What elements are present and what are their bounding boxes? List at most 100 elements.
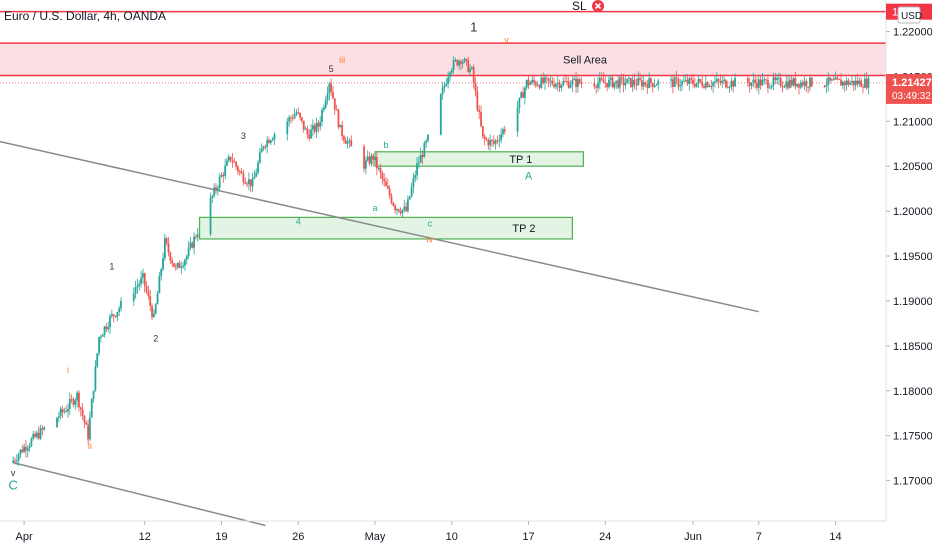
candle-body: [549, 80, 552, 82]
current-price-badge: [886, 73, 932, 104]
wave-label: b: [383, 140, 388, 150]
candle-body: [491, 139, 493, 141]
candle-body: [730, 80, 733, 87]
candle-body: [324, 100, 327, 108]
candle-body: [118, 308, 121, 313]
candle-body: [787, 81, 789, 88]
candle-body: [606, 83, 609, 88]
candle-body: [443, 85, 446, 88]
candle-body: [425, 140, 428, 144]
candle-body: [765, 79, 768, 81]
time-tick-label: 10: [446, 531, 458, 543]
candle-body: [533, 79, 535, 83]
candle-body: [708, 85, 711, 87]
candle-body: [653, 85, 656, 87]
time-tick-label: 24: [599, 531, 611, 543]
candle-body: [227, 156, 230, 161]
candle-body: [527, 79, 530, 85]
candle-body: [184, 259, 186, 266]
candle-body: [87, 424, 89, 440]
candle-body: [867, 78, 870, 88]
candle-body: [679, 85, 682, 87]
candle-body: [615, 80, 618, 83]
trendline-lower[interactable]: [12, 461, 266, 527]
candle-body: [829, 77, 831, 81]
wave-label: 5: [329, 64, 334, 74]
candle-body: [348, 140, 351, 142]
chart-title: Euro / U.S. Dollar, 4h, OANDA: [4, 9, 166, 23]
candle-body: [792, 78, 795, 86]
wave-label: i: [67, 365, 69, 375]
candle-body: [68, 399, 71, 409]
currency-button[interactable]: [897, 6, 921, 24]
trendline-upper[interactable]: [0, 135, 759, 313]
candle-body: [138, 283, 141, 286]
candle-body: [840, 79, 842, 86]
close-icon[interactable]: [592, 0, 604, 12]
candle-body: [483, 136, 486, 140]
candle-body: [149, 295, 152, 307]
candle-body: [567, 81, 570, 88]
candle-body: [609, 77, 612, 80]
candle-body: [717, 79, 720, 82]
candle-body: [266, 139, 269, 147]
candle-body: [134, 287, 137, 294]
candle-body: [222, 174, 225, 177]
candle-body: [544, 77, 546, 83]
candle-body: [286, 121, 289, 135]
candle-body: [670, 79, 672, 81]
candle-body: [335, 109, 338, 111]
candle-body: [748, 82, 751, 86]
candle-body: [858, 80, 861, 85]
candle-body: [216, 187, 219, 190]
candle-body: [32, 433, 35, 439]
candle-body: [341, 124, 344, 137]
candle-body: [154, 304, 157, 314]
candle-body: [502, 129, 504, 135]
candle-body: [489, 139, 492, 146]
sell-area-zone[interactable]: [0, 43, 886, 76]
candle-body: [262, 146, 265, 149]
candle-body: [57, 416, 60, 418]
currency-button-label: USD: [901, 11, 922, 22]
candle-body: [151, 306, 153, 317]
candle-body: [655, 84, 658, 86]
candle-body: [827, 77, 830, 86]
candle-body: [754, 79, 757, 83]
candle-body: [597, 82, 599, 88]
tp1-zone[interactable]: [374, 151, 584, 167]
candle-body: [70, 399, 73, 401]
time-axis[interactable]: Apr 12 19 26 May 10 17 24 Jun 7 14: [16, 521, 842, 543]
candle-body: [478, 109, 481, 113]
candle-body: [474, 82, 477, 92]
candle-body: [65, 410, 68, 412]
candle-body: [628, 77, 630, 79]
candle-body: [657, 80, 660, 85]
price-tick-label: 1.20000: [893, 206, 932, 218]
tp1-label: TP 1: [509, 154, 532, 166]
candle-body: [699, 79, 702, 82]
candle-body: [381, 172, 384, 179]
candle-body: [843, 81, 846, 86]
candle-body: [213, 187, 216, 196]
candle-body: [63, 410, 66, 413]
candle-body: [67, 408, 69, 412]
candle-body: [368, 156, 371, 164]
candle-body: [74, 400, 77, 405]
candle-body: [456, 60, 459, 66]
price-tick-label: 1.18500: [893, 341, 932, 353]
candle-body: [810, 77, 813, 87]
candle-body: [690, 78, 693, 80]
candle-body: [452, 60, 455, 70]
candle-body: [17, 454, 20, 461]
candle-body: [346, 141, 349, 144]
candle-body: [288, 117, 291, 122]
countdown-timer: 03:49:32: [892, 91, 931, 102]
candle-body: [470, 67, 473, 69]
candle-body: [551, 80, 554, 85]
candle-body: [374, 156, 376, 160]
candle-body: [710, 85, 713, 87]
